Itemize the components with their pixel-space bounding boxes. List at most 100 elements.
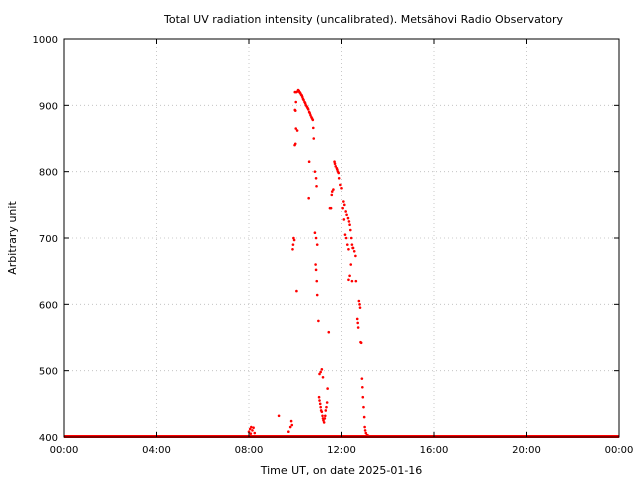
data-point <box>359 341 363 345</box>
data-point <box>334 165 338 168</box>
data-point <box>293 90 297 94</box>
data-point <box>300 95 304 99</box>
data-point <box>319 370 322 374</box>
data-point <box>247 430 251 433</box>
y-tick-label: 700 <box>39 234 58 245</box>
y-tick-label: 400 <box>39 433 58 444</box>
data-point <box>288 425 292 429</box>
data-point <box>354 279 358 283</box>
data-point <box>324 414 327 418</box>
data-point <box>307 160 311 164</box>
y-tick-label: 800 <box>39 168 58 179</box>
data-point <box>287 430 290 433</box>
x-tick-label: 00:00 <box>50 445 79 456</box>
x-tick-label: 16:00 <box>420 445 449 456</box>
data-point <box>314 177 318 180</box>
data-point <box>314 263 317 266</box>
data-point <box>290 423 294 427</box>
data-point <box>318 399 321 402</box>
y-tick-label: 900 <box>39 101 58 112</box>
data-point <box>317 319 320 323</box>
grid <box>64 39 619 437</box>
data-point <box>363 425 366 429</box>
data-point <box>293 109 297 112</box>
data-point <box>309 113 312 117</box>
data-point <box>315 293 319 297</box>
data-point <box>294 127 298 130</box>
data-point <box>364 431 368 435</box>
data-point <box>343 233 347 236</box>
data-point <box>313 170 317 173</box>
y-tick-label: 1000 <box>33 35 58 46</box>
plot-frame <box>63 38 620 438</box>
data-point <box>357 299 361 303</box>
data-point <box>291 247 294 251</box>
data-point <box>360 377 364 380</box>
data-point <box>317 395 321 399</box>
data-point <box>325 401 329 404</box>
data-point <box>292 236 295 240</box>
data-point <box>319 405 322 409</box>
data-point <box>354 254 357 258</box>
data-point <box>349 263 353 266</box>
data-point <box>315 184 318 188</box>
data-point <box>289 419 293 423</box>
data-point <box>345 243 349 246</box>
data-point <box>292 238 296 242</box>
data-point <box>293 142 297 146</box>
x-tick-label: 20:00 <box>512 445 541 456</box>
y-tick-label: 500 <box>39 367 58 378</box>
data-point <box>342 203 346 207</box>
data-point <box>345 213 348 217</box>
data-point <box>322 419 325 422</box>
data-point <box>315 279 319 283</box>
x-axis-label: Time UT, on date 2025-01-16 <box>260 464 423 477</box>
data-point <box>306 108 310 111</box>
data-point <box>302 98 305 102</box>
data-point <box>344 236 348 240</box>
y-axis-label: Arbitrary unit <box>6 201 19 275</box>
data-point <box>356 321 359 325</box>
data-point <box>333 160 336 164</box>
data-point <box>347 278 350 282</box>
data-point <box>320 368 324 371</box>
data-point <box>250 425 253 429</box>
data-point <box>352 249 356 253</box>
data-point <box>330 193 334 197</box>
data-point <box>339 183 342 187</box>
x-tick-label: 12:00 <box>327 445 356 456</box>
data-point <box>311 126 315 130</box>
data-point <box>295 289 298 293</box>
data-point <box>358 306 362 309</box>
data-point <box>349 236 353 240</box>
data-point <box>303 102 307 105</box>
data-point <box>325 405 328 409</box>
data-point <box>314 268 318 272</box>
data-point <box>362 415 366 419</box>
data-point <box>340 186 343 190</box>
data-point <box>324 409 328 412</box>
data-point <box>248 427 252 431</box>
data-point <box>361 395 365 399</box>
data-point <box>337 171 341 175</box>
data-point <box>337 177 341 180</box>
data-point <box>348 223 351 227</box>
data-point <box>318 372 321 376</box>
data-point <box>312 137 316 140</box>
data-point <box>291 243 295 246</box>
data-point <box>326 387 329 390</box>
data-point <box>333 162 337 166</box>
data-point <box>321 417 325 420</box>
data-point <box>358 303 361 306</box>
data-point <box>308 111 312 115</box>
data-point <box>252 426 255 430</box>
data-point <box>330 190 334 193</box>
data-point <box>323 417 327 420</box>
data-point <box>344 210 347 213</box>
data-point <box>342 218 346 221</box>
data-point <box>251 429 254 432</box>
data-point <box>350 279 354 283</box>
data-point <box>277 414 281 418</box>
data-point <box>346 216 350 220</box>
